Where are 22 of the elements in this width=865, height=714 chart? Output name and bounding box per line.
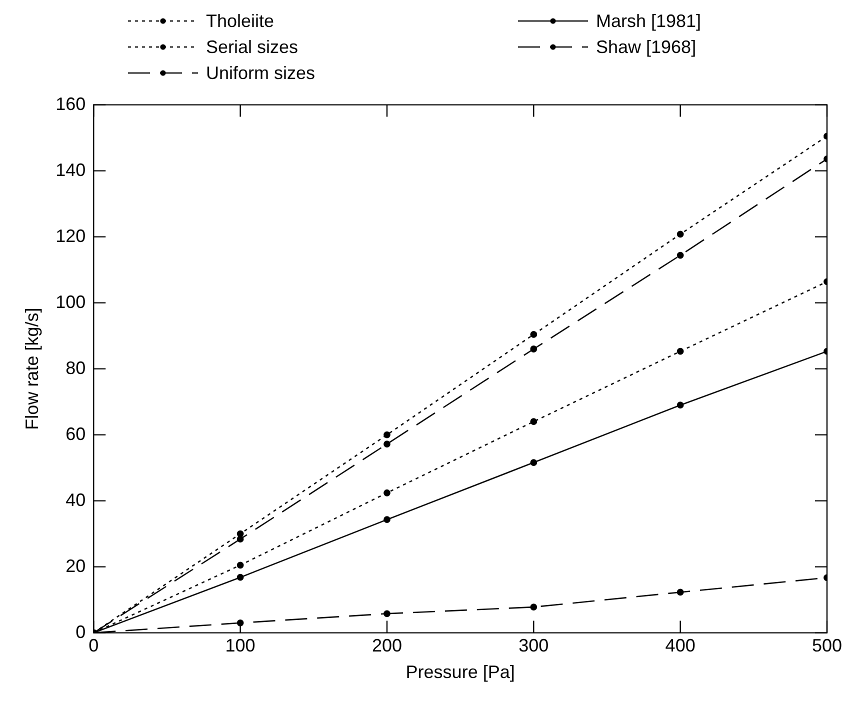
- y-tick-label: 160: [56, 94, 86, 114]
- x-tick-label: 100: [225, 636, 256, 656]
- x-tick-label: 200: [372, 636, 402, 656]
- legend-label: Shaw [1968]: [596, 36, 696, 58]
- x-tick-label: 400: [665, 636, 696, 656]
- y-tick-label: 140: [56, 160, 86, 180]
- y-tick-label: 0: [76, 622, 86, 642]
- x-tick-label: 500: [812, 636, 842, 656]
- legend-label: Serial sizes: [206, 36, 298, 58]
- y-tick-label: 120: [56, 226, 86, 246]
- x-axis-title: Pressure [Pa]: [406, 662, 515, 682]
- legend-label: Tholeiite: [206, 10, 274, 32]
- y-tick-label: 20: [66, 556, 86, 576]
- y-tick-label: 100: [56, 292, 86, 312]
- x-tick-label: 0: [88, 636, 99, 656]
- legend-label: Marsh [1981]: [596, 10, 702, 32]
- y-tick-label: 40: [66, 490, 86, 510]
- x-tick-label: 300: [518, 636, 549, 656]
- y-tick-label: 80: [66, 358, 86, 378]
- y-axis-title: Flow rate [kg/s]: [22, 308, 42, 430]
- legend-label: Uniform sizes: [206, 62, 316, 84]
- y-tick-label: 60: [66, 424, 86, 444]
